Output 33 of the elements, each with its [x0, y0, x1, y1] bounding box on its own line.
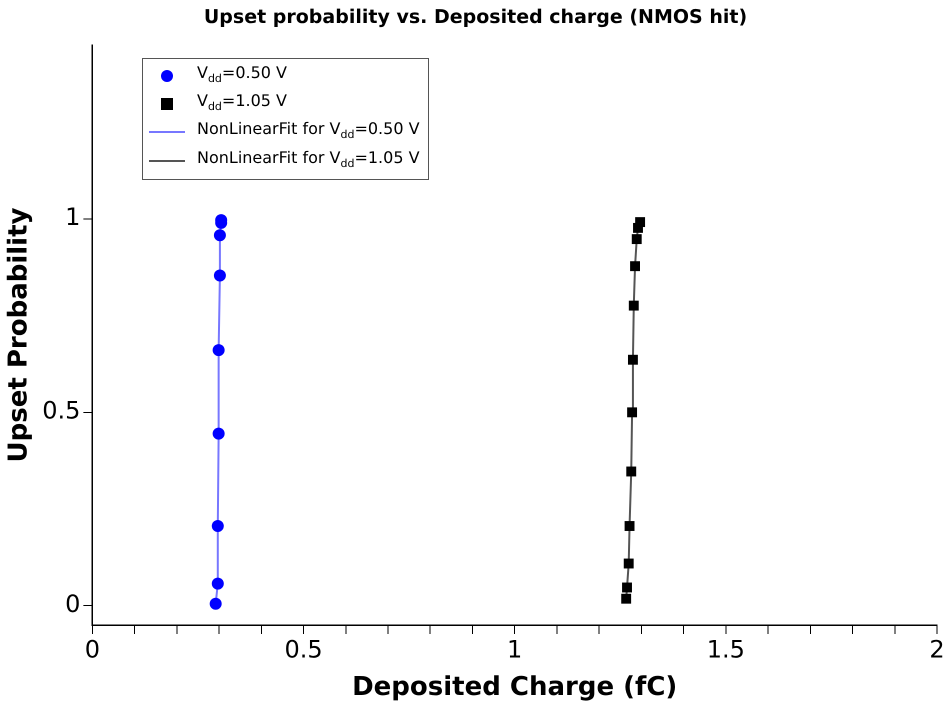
point: [212, 520, 224, 532]
point: [624, 521, 635, 531]
point: [212, 428, 225, 440]
y-axis-title: Upset Probability: [3, 207, 34, 462]
x-tick-label: 1: [507, 636, 522, 664]
point: [626, 466, 636, 476]
legend-label: NonLinearFit for V$_{dd}$=0.50 V: [197, 118, 420, 144]
legend-label: V$_{dd}$=1.05 V: [197, 90, 287, 116]
x-tick-label: 1.5: [706, 636, 745, 664]
point: [624, 558, 634, 568]
chart-title: Upset probability vs. Deposited charge (NMOS hit): [202, 6, 748, 28]
point: [628, 300, 639, 311]
point: [212, 578, 224, 590]
y-tick-label: 1: [65, 203, 80, 232]
point: [630, 261, 640, 272]
point: [622, 582, 632, 592]
point: [210, 598, 222, 610]
point: [628, 354, 638, 365]
point: [632, 234, 642, 244]
x-axis-title: Deposited Charge (fC): [352, 672, 678, 702]
point: [212, 344, 225, 356]
y-tick-label: 0.5: [42, 396, 80, 425]
point: [214, 229, 226, 242]
x-tick-label: 2: [929, 636, 945, 664]
point: [627, 407, 638, 418]
point: [621, 594, 632, 604]
legend-label: NonLinearFit for V$_{dd}$=1.05 V: [197, 146, 420, 172]
x-tick-label: 0: [84, 636, 100, 664]
y-tick-label: 0: [65, 590, 80, 618]
point: [214, 269, 226, 282]
legend-label: V$_{dd}$=0.50 V: [197, 62, 287, 88]
x-tick-label: 0.5: [284, 636, 323, 664]
point: [635, 217, 646, 228]
